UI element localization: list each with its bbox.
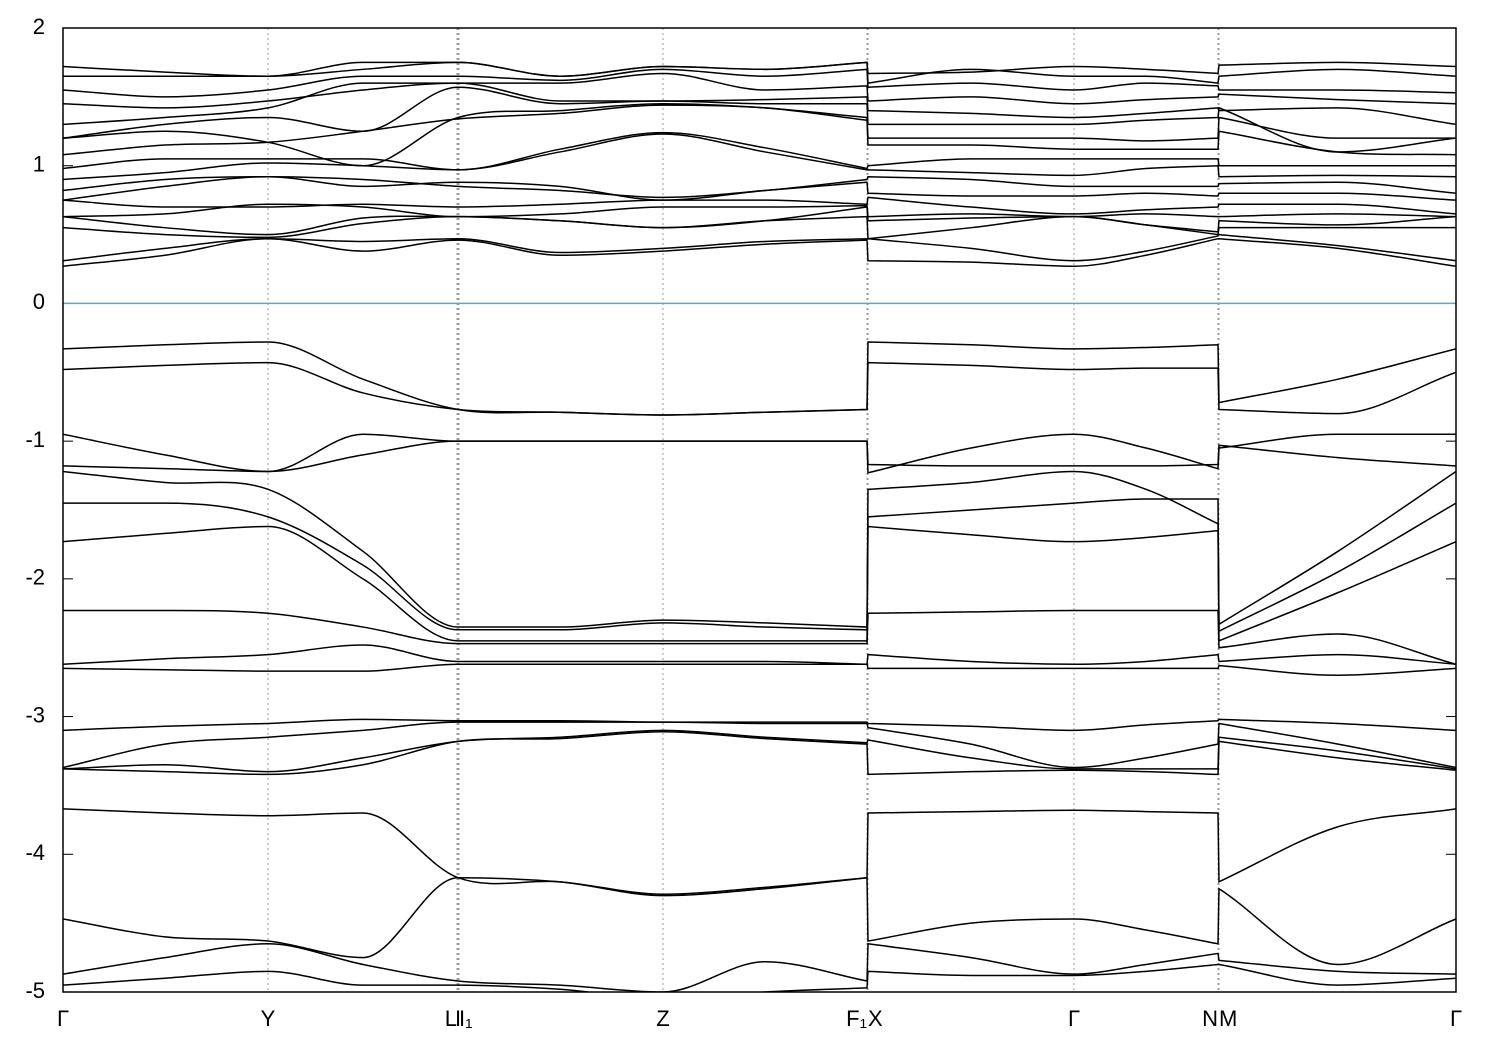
y-tick-label: -5 [25, 978, 45, 1003]
y-tick-label: -3 [25, 702, 45, 727]
band-line [63, 729, 1456, 773]
x-tick-label: L [445, 1006, 457, 1031]
x-tick-label: I₁ [459, 1006, 473, 1031]
band-line [63, 61, 1456, 77]
band-line [63, 82, 1456, 126]
band-line [63, 440, 1456, 473]
x-tick-label: M [1219, 1006, 1237, 1031]
x-tick-label: X [868, 1006, 883, 1031]
band-line [63, 718, 1456, 732]
y-tick-label: 0 [33, 289, 45, 314]
band-line [63, 86, 1456, 153]
plot-frame [62, 27, 1457, 993]
band-line [63, 876, 1456, 966]
band-line [63, 206, 1456, 236]
x-tick-label: I [455, 1006, 461, 1031]
y-tick-label: -2 [25, 565, 45, 590]
band-line [63, 233, 1456, 262]
y-tick-label: 2 [33, 14, 45, 39]
band-line [63, 361, 1456, 416]
band-line [63, 644, 1456, 666]
band-line [63, 525, 1456, 642]
x-tick-label: F₁ [846, 1006, 867, 1031]
x-tick-label: Y [261, 1006, 276, 1031]
x-tick-label: Z [656, 1006, 669, 1031]
band-line [63, 102, 1456, 167]
band-line [63, 133, 1456, 181]
band-line [63, 237, 1456, 267]
band-line [63, 175, 1456, 199]
y-tick-label: -4 [25, 840, 45, 865]
y-tick-label: -1 [25, 427, 45, 452]
y-tick-label: 1 [33, 152, 45, 177]
band-line [63, 942, 1456, 992]
band-line [63, 68, 1456, 98]
x-tick-label: Γ [1450, 1006, 1462, 1031]
band-line [63, 663, 1456, 677]
band-line [63, 203, 1456, 218]
x-tick-label: Γ [57, 1006, 69, 1031]
x-tick-label: Γ [1068, 1006, 1080, 1031]
band-line [63, 609, 1456, 665]
bands [63, 61, 1456, 992]
band-line [63, 196, 1456, 215]
band-line [63, 470, 1456, 628]
band-line [63, 131, 1456, 171]
band-line [63, 72, 1456, 109]
x-tick-label: N [1202, 1006, 1218, 1031]
band-line [63, 808, 1456, 897]
band-line [63, 498, 1456, 633]
band-line [63, 730, 1456, 776]
band-line [63, 721, 1456, 769]
